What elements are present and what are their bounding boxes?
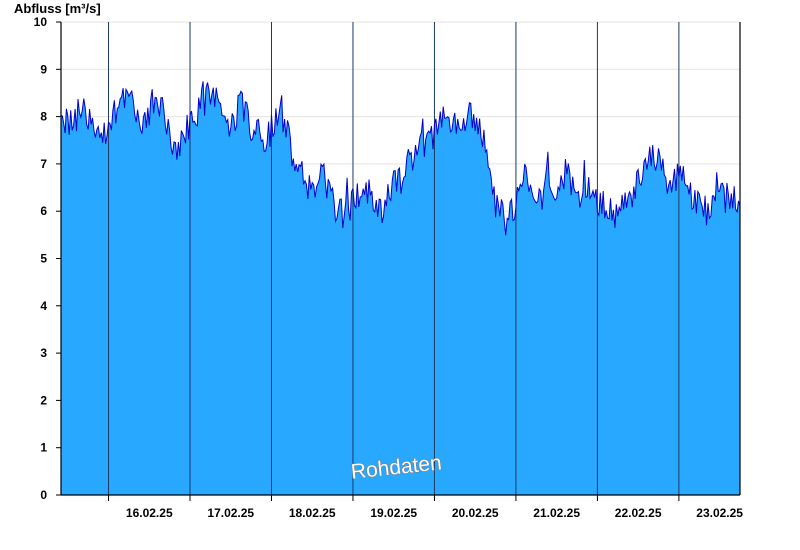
x-tick-label: 16.02.25 xyxy=(126,506,173,520)
y-tick-label: 0 xyxy=(40,488,47,502)
y-tick-label: 8 xyxy=(40,110,47,124)
y-tick-label: 7 xyxy=(40,157,47,171)
discharge-line xyxy=(60,81,741,236)
y-ticks: 0 1 2 3 4 5 6 7 8 9 10 xyxy=(34,15,61,502)
y-tick-label: 1 xyxy=(40,441,47,455)
x-tick-label: 17.02.25 xyxy=(207,506,254,520)
y-tick-label: 5 xyxy=(40,252,47,266)
x-tick-label: 23.02.25 xyxy=(696,506,743,520)
y-tick-label: 3 xyxy=(40,346,47,360)
y-tick-label: 4 xyxy=(40,299,47,313)
y-tick-label: 10 xyxy=(34,15,48,29)
y-axis-label: Abfluss [m³/s] xyxy=(14,1,101,16)
y-tick-label: 9 xyxy=(40,62,47,76)
day-boundary-lines xyxy=(108,22,680,501)
x-tick-label: 20.02.25 xyxy=(452,506,499,520)
y-tick-label: 2 xyxy=(40,393,47,407)
x-tick-label: 19.02.25 xyxy=(370,506,417,520)
x-ticks: 16.02.25 17.02.25 18.02.25 19.02.25 20.02.25… xyxy=(126,506,743,520)
discharge-area xyxy=(61,81,740,496)
x-tick-label: 18.02.25 xyxy=(289,506,336,520)
x-tick-label: 21.02.25 xyxy=(533,506,580,520)
x-tick-label: 22.02.25 xyxy=(615,506,662,520)
y-tick-label: 6 xyxy=(40,204,47,218)
